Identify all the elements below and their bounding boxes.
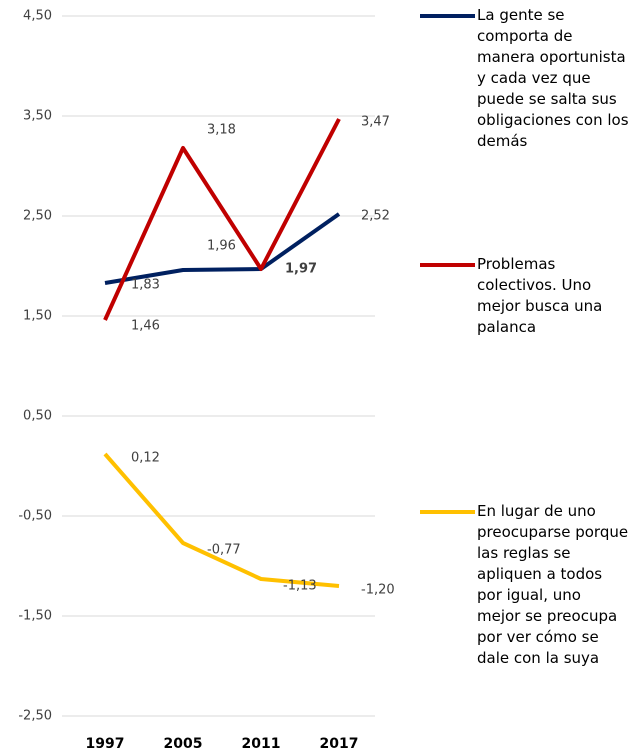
data-label: -0,77 (207, 543, 241, 558)
y-tick-label: 1,50 (23, 309, 52, 324)
x-tick-label: 2005 (164, 736, 203, 752)
data-label: 1,96 (207, 239, 236, 254)
data-label: 2,52 (361, 209, 390, 224)
data-label: 1,97 (285, 262, 317, 277)
series-line (103, 452, 340, 588)
y-tick-label: 2,50 (23, 209, 52, 224)
series-line (104, 212, 341, 285)
data-label: 0,12 (131, 451, 160, 466)
legend-label: En lugar de uno preocuparse porque las r… (477, 502, 629, 667)
data-label: -1,20 (361, 583, 395, 598)
y-tick-label: 4,50 (23, 9, 52, 24)
data-label: 1,83 (131, 278, 160, 293)
data-label: 1,46 (131, 319, 160, 334)
data-label: 3,18 (207, 123, 236, 138)
y-tick-label: -1,50 (18, 609, 52, 624)
series-line (103, 118, 341, 321)
x-tick-label: 1997 (86, 736, 125, 752)
y-tick-label: 0,50 (23, 409, 52, 424)
data-label: -1,13 (283, 579, 317, 594)
data-label: 3,47 (361, 115, 390, 130)
legend-label: La gente se comporta de manera oportunis… (477, 6, 629, 150)
legend-label: Problemas colectivos. Uno mejor busca un… (477, 255, 603, 336)
y-tick-label: -2,50 (18, 709, 52, 724)
x-tick-label: 2011 (242, 736, 281, 752)
y-tick-label: -0,50 (18, 509, 52, 524)
y-tick-label: 3,50 (23, 109, 52, 124)
x-tick-label: 2017 (320, 736, 359, 752)
